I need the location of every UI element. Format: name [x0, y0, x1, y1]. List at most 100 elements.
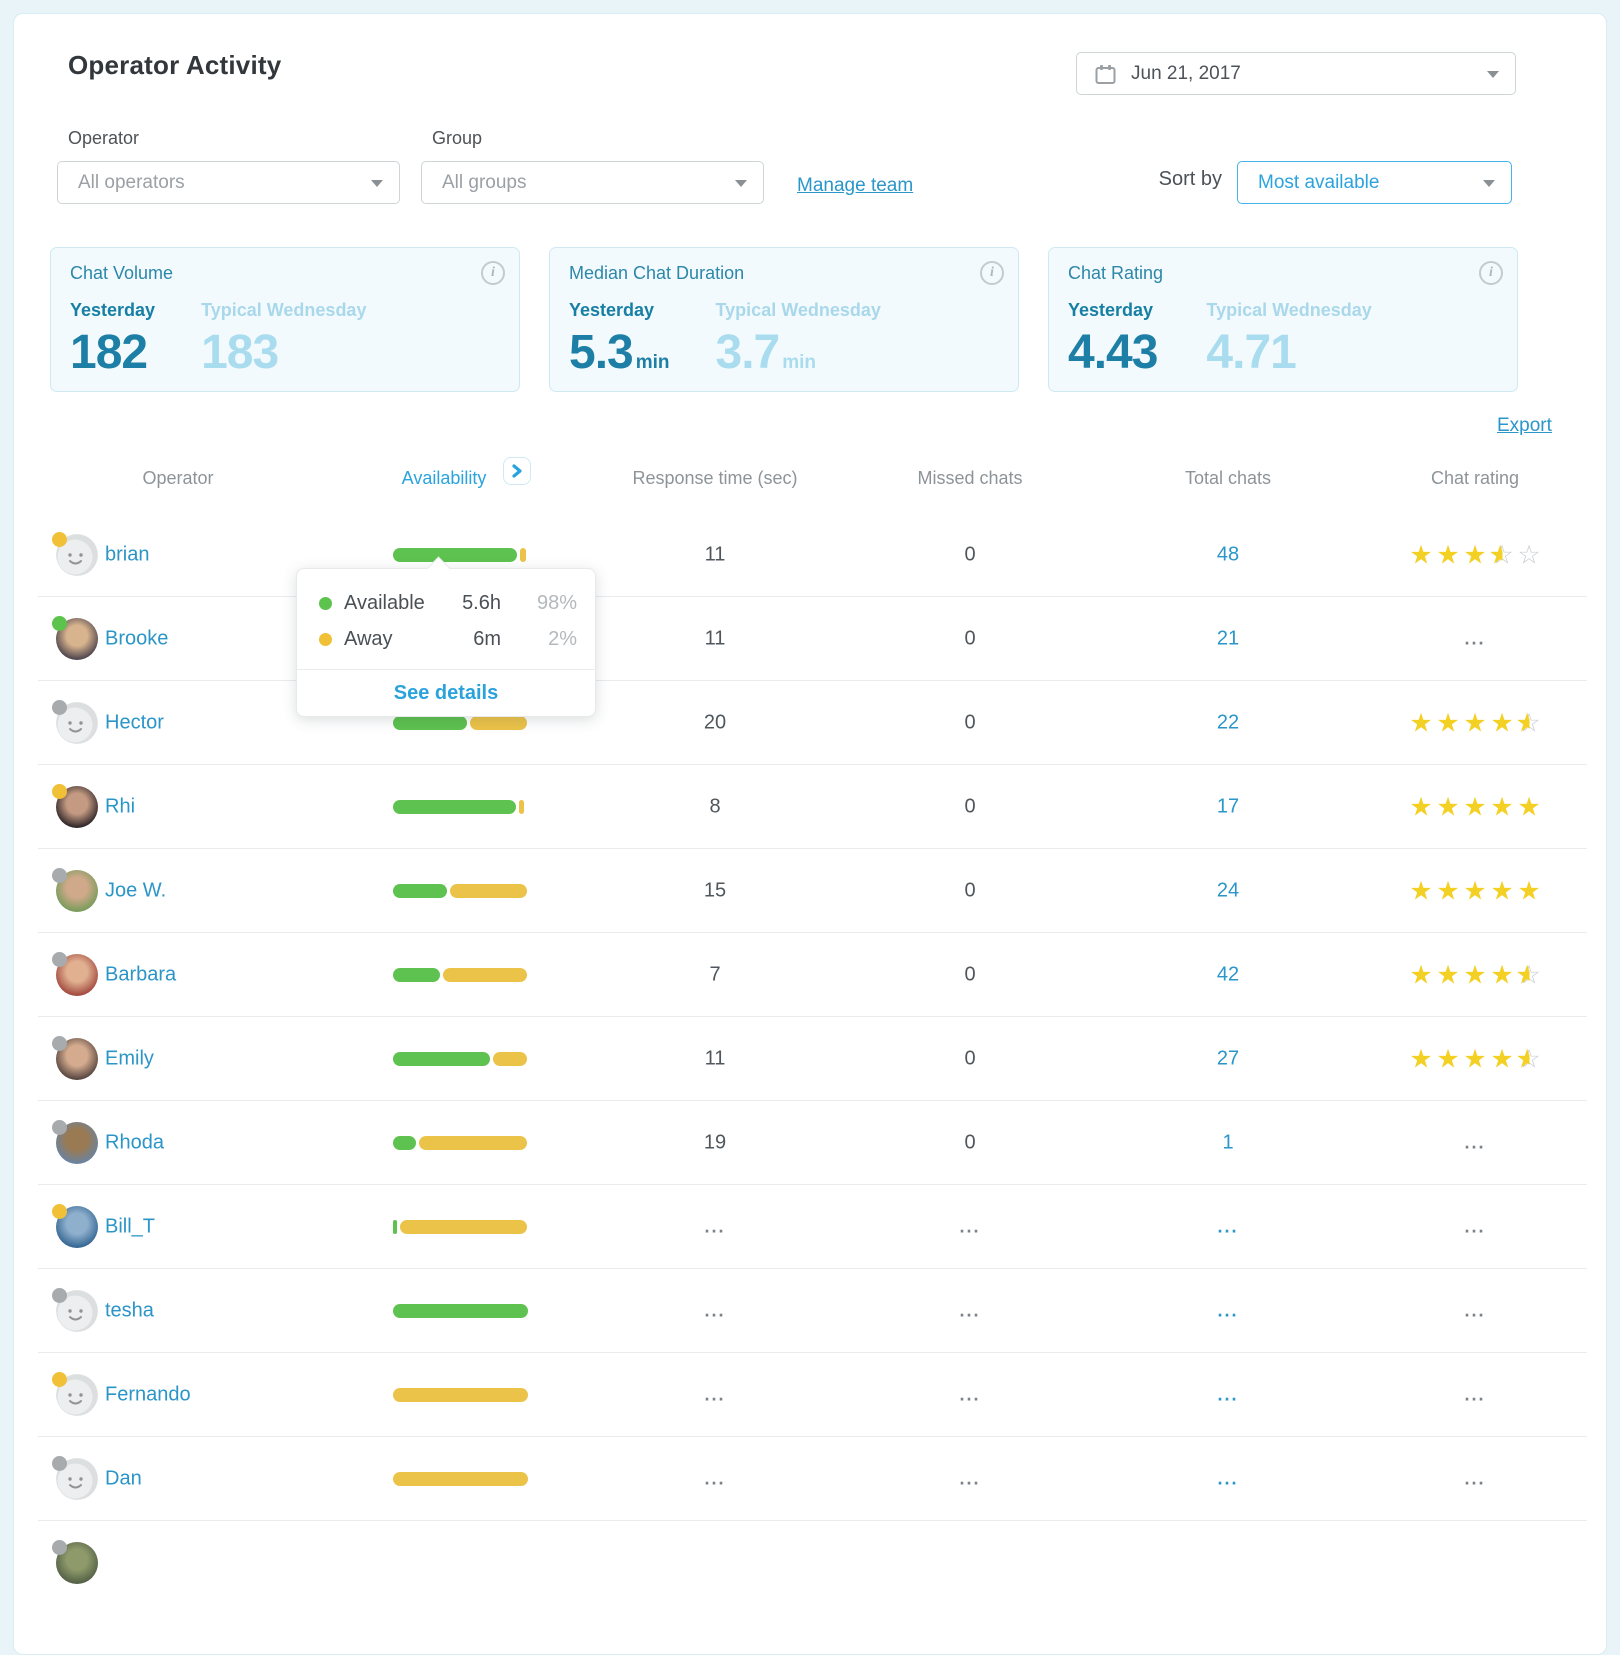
- availability-bar[interactable]: [393, 1303, 528, 1318]
- availability-segment-yellow: [520, 547, 526, 562]
- chevron-down-icon: [371, 179, 383, 187]
- sort-select-value: Most available: [1258, 171, 1380, 193]
- operator-name-link[interactable]: Fernando: [105, 1383, 191, 1405]
- availability-segment-yellow: [470, 715, 527, 730]
- operator-name-link[interactable]: Bill_T: [105, 1215, 156, 1237]
- operator-avatar: [52, 531, 98, 576]
- operator-name-link[interactable]: Rhi: [105, 795, 136, 817]
- availability-bar[interactable]: [393, 1051, 528, 1066]
- status-dot-away: [52, 531, 67, 547]
- column-header-availability[interactable]: Availability: [401, 468, 487, 488]
- yesterday-label: Yesterday: [70, 300, 156, 320]
- chat-rating: ...: [1464, 628, 1486, 648]
- availability-segment-yellow: [418, 1135, 527, 1150]
- see-details-button[interactable]: See details: [297, 669, 595, 716]
- missed-chats-value: 0: [964, 711, 976, 733]
- table-row: Bill_T............: [38, 1185, 1587, 1269]
- total-chats-link[interactable]: 22: [1216, 711, 1240, 733]
- yesterday-value: 182: [70, 326, 148, 379]
- availability-segment-green: [393, 799, 516, 814]
- chat-rating: ★ ★ ★ ★ ★: [1408, 877, 1543, 904]
- table-row: Emily 11 0 27 ★ ★ ★ ★ ☆ ★: [38, 1017, 1587, 1101]
- total-chats-link[interactable]: 42: [1216, 963, 1240, 985]
- default-avatar-icon: [56, 1373, 98, 1416]
- operator-name-link[interactable]: Hector: [105, 711, 164, 733]
- total-chats-link[interactable]: ...: [1217, 1468, 1239, 1488]
- stat-card-chat-rating: Chat Rating i Yesterday 4.43 Typical Wed…: [1048, 247, 1518, 392]
- availability-bar[interactable]: [393, 799, 528, 814]
- availability-bar[interactable]: [393, 715, 528, 730]
- star-icon-full: ★: [1517, 875, 1541, 905]
- star-icon-full: ★: [1409, 1043, 1433, 1073]
- availability-bar[interactable]: [393, 547, 528, 562]
- operator-name-link[interactable]: Dan: [105, 1467, 142, 1489]
- info-icon[interactable]: i: [481, 261, 505, 285]
- operator-name-link[interactable]: Joe W.: [105, 879, 167, 901]
- star-rating: ★ ★ ★ ★ ☆ ★: [1408, 961, 1543, 987]
- column-header-total-chats: Total chats: [1184, 468, 1272, 488]
- total-chats-link[interactable]: 48: [1216, 543, 1240, 565]
- typical-label: Typical Wednesday: [1206, 300, 1372, 320]
- total-chats-link[interactable]: 24: [1216, 879, 1240, 901]
- stat-card-median-chat-duration: Median Chat Duration i Yesterday 5.3 min …: [549, 247, 1019, 392]
- total-chats-link[interactable]: ...: [1217, 1216, 1239, 1236]
- star-icon-full: ★: [1490, 791, 1514, 821]
- operator-name-link[interactable]: Brooke: [105, 627, 169, 649]
- operator-filter-select[interactable]: All operators: [57, 161, 400, 204]
- star-icon-full: ★: [1490, 707, 1514, 737]
- operator-name-link[interactable]: brian: [105, 543, 150, 565]
- star-rating: ★ ★ ★ ★ ☆ ★: [1408, 709, 1543, 735]
- column-header-missed-chats: Missed chats: [917, 468, 1023, 488]
- total-chats-link[interactable]: 17: [1216, 795, 1240, 817]
- date-picker[interactable]: Jun 21, 2017: [1076, 52, 1516, 95]
- total-chats-link[interactable]: 27: [1216, 1047, 1240, 1069]
- table-row: Dan............: [38, 1437, 1587, 1521]
- star-icon-full: ★: [1436, 875, 1460, 905]
- typical-value: 3.7: [715, 326, 781, 379]
- missed-chats-value: 0: [964, 1047, 976, 1069]
- availability-expand-button[interactable]: [503, 457, 531, 485]
- total-chats-link[interactable]: 1: [1222, 1131, 1234, 1153]
- status-dot-offline: [52, 1035, 67, 1051]
- operator-name-link[interactable]: Emily: [105, 1047, 154, 1069]
- group-filter-label: Group: [432, 128, 483, 148]
- operator-name-link[interactable]: Barbara: [105, 963, 177, 985]
- availability-segment-yellow: [393, 1387, 528, 1402]
- total-chats-link[interactable]: ...: [1217, 1384, 1239, 1404]
- tooltip-status-time: 6m: [473, 627, 501, 650]
- missed-chats-value: ...: [959, 1468, 981, 1488]
- availability-segment-green: [393, 715, 468, 730]
- table-row: tesha............: [38, 1269, 1587, 1353]
- default-avatar-icon: [56, 533, 98, 576]
- sort-select[interactable]: Most available: [1237, 161, 1512, 204]
- availability-segment-green: [393, 883, 447, 898]
- availability-bar[interactable]: [393, 1219, 528, 1234]
- availability-bar[interactable]: [393, 967, 528, 982]
- info-icon[interactable]: i: [1479, 261, 1503, 285]
- availability-bar[interactable]: [393, 1471, 528, 1486]
- table-row: brian 11 0 48 ★ ★ ★ ☆ ★ ☆: [38, 513, 1587, 597]
- info-icon[interactable]: i: [980, 261, 1004, 285]
- default-avatar-icon: [56, 1289, 98, 1332]
- manage-team-link[interactable]: Manage team: [797, 175, 914, 196]
- availability-bar[interactable]: [393, 1135, 528, 1150]
- availability-bar[interactable]: [393, 1387, 528, 1402]
- availability-segment-yellow: [393, 1471, 528, 1486]
- missed-chats-value: 0: [964, 543, 976, 565]
- total-chats-link[interactable]: 21: [1216, 627, 1240, 649]
- stat-card-title: Median Chat Duration: [569, 263, 745, 283]
- status-dot-offline: [52, 699, 67, 715]
- operator-name-link[interactable]: tesha: [105, 1299, 154, 1321]
- group-filter-select[interactable]: All groups: [421, 161, 764, 204]
- star-icon-full: ★: [1490, 959, 1514, 989]
- date-picker-value: Jun 21, 2017: [1131, 62, 1241, 84]
- availability-bar[interactable]: [393, 883, 528, 898]
- tooltip-status-row: Away 6m 2%: [297, 621, 595, 657]
- export-link[interactable]: Export: [1497, 415, 1552, 436]
- star-icon-full: ★: [1490, 875, 1514, 905]
- chevron-down-icon: [1487, 70, 1499, 78]
- chat-rating: ★ ★ ★ ★ ★: [1408, 793, 1543, 820]
- operator-avatar: [52, 1371, 98, 1416]
- operator-name-link[interactable]: Rhoda: [105, 1131, 164, 1153]
- total-chats-link[interactable]: ...: [1217, 1300, 1239, 1320]
